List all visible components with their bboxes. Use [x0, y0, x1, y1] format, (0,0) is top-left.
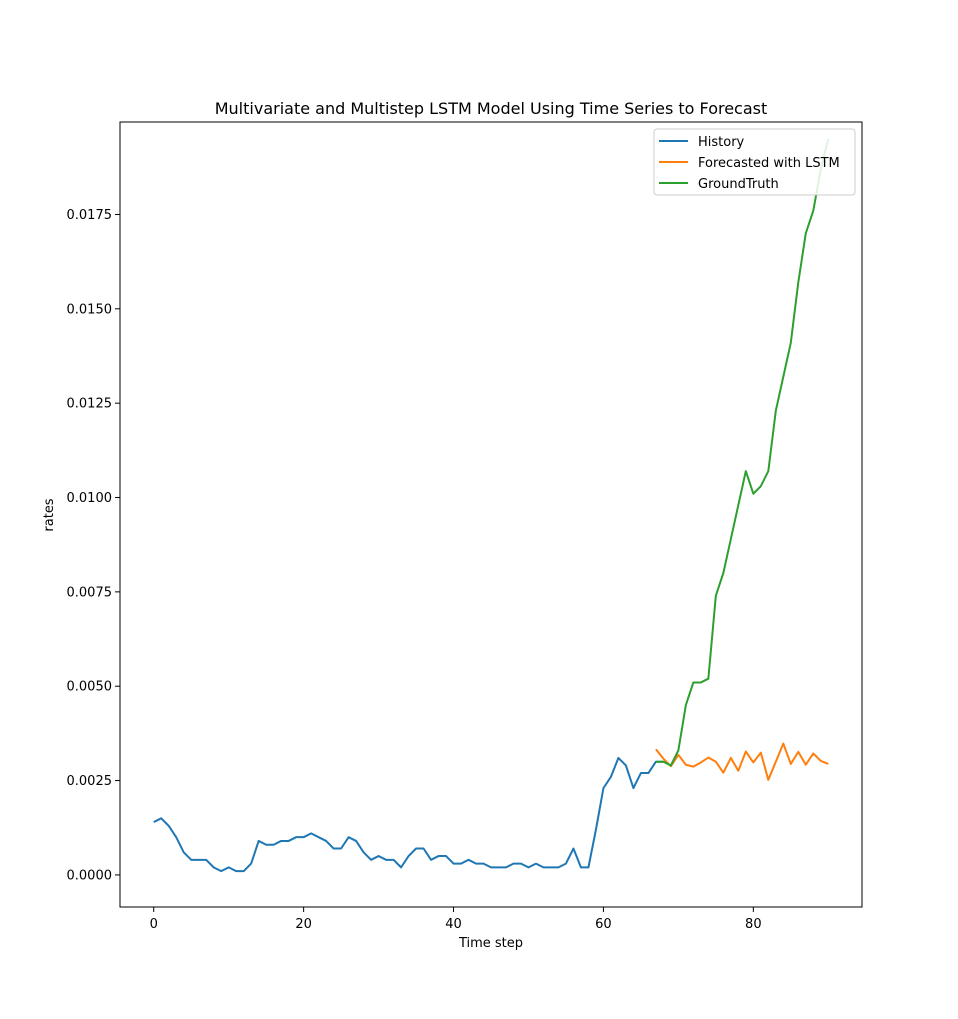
x-axis: 0 20 40 60 80 — [150, 907, 762, 932]
legend-label-groundtruth: GroundTruth — [698, 177, 779, 192]
legend-label-history: History — [698, 135, 745, 150]
y-tick-label: 0.0000 — [67, 868, 113, 883]
y-tick-label: 0.0050 — [67, 680, 113, 695]
series-line-history — [153, 756, 664, 873]
plot-area — [120, 122, 862, 907]
x-tick-label: 40 — [445, 917, 462, 932]
x-tick-label: 20 — [295, 917, 312, 932]
x-tick-label: 60 — [595, 917, 612, 932]
y-axis-label: rates — [42, 498, 57, 531]
y-tick-label: 0.0150 — [67, 302, 113, 317]
legend-box — [653, 128, 856, 196]
x-axis-label: Time step — [458, 936, 523, 951]
y-tick-label: 0.0100 — [67, 491, 113, 506]
legend: History Forecasted with LSTM GroundTruth — [653, 128, 856, 196]
y-axis: 0.0000 0.0025 0.0050 0.0075 0.0100 0.0125 0.01… — [67, 208, 120, 883]
chart-title: Multivariate and Multistep LSTM Model Us… — [215, 99, 768, 118]
series-line-groundtruth — [655, 138, 830, 767]
y-tick-label: 0.0125 — [67, 397, 113, 412]
y-tick-label: 0.0025 — [67, 774, 113, 789]
series-line-forecasted-with-lstm — [655, 742, 829, 781]
plot-frame — [119, 121, 863, 908]
legend-label-forecasted-with-lstm: Forecasted with LSTM — [698, 156, 840, 171]
x-tick-label: 0 — [150, 917, 158, 932]
series-layer — [153, 138, 830, 873]
x-tick-label: 80 — [745, 917, 762, 932]
y-tick-label: 0.0175 — [67, 208, 113, 223]
y-tick-label: 0.0075 — [67, 585, 113, 600]
